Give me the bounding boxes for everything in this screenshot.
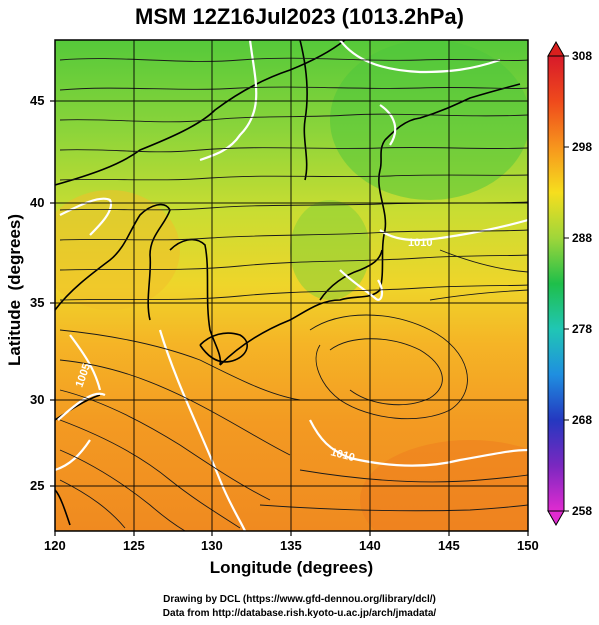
colorbar — [547, 40, 569, 527]
colorbar-label: 308 — [572, 49, 593, 63]
isobars — [55, 40, 528, 531]
x-tick-label: 125 — [123, 538, 145, 553]
x-tick-label: 130 — [201, 538, 223, 553]
x-tick-label: 120 — [44, 538, 66, 553]
map-title: MSM 12Z16Jul2023 (1013.2hPa) — [135, 4, 464, 29]
cool-region — [330, 40, 528, 200]
x-axis-label: Longitude (degrees) — [209, 558, 374, 577]
lat-lon-grid — [55, 40, 528, 531]
y-tick-label: 45 — [30, 93, 45, 108]
credit-data: Data from http://database.rish.kyoto-u.a… — [162, 608, 437, 619]
colorbar-label: 268 — [572, 413, 593, 427]
y-axis-label: Latitude (degrees) — [5, 213, 24, 367]
colorbar-top-arrow — [547, 40, 565, 57]
x-tick-label: 135 — [280, 538, 302, 553]
isobar-label: 1010 — [408, 237, 432, 249]
colorbar-label: 288 — [572, 231, 593, 245]
tick-marks — [50, 100, 529, 536]
y-tick-label: 35 — [30, 295, 45, 310]
colorbar-label: 278 — [572, 322, 593, 336]
colorbar-label: 298 — [572, 140, 593, 154]
colorbar-bottom-arrow — [547, 510, 565, 527]
credit-drawing: Drawing by DCL (https://www.gfd-dennou.o… — [163, 594, 436, 605]
y-tick-label: 25 — [30, 478, 45, 493]
x-tick-label: 150 — [517, 538, 539, 553]
y-tick-label: 30 — [30, 392, 45, 407]
colorbar-label: 258 — [572, 504, 593, 518]
colorbar-gradient — [547, 55, 565, 512]
x-tick-label: 140 — [359, 538, 381, 553]
cool-region — [290, 200, 370, 300]
x-tick-label: 145 — [438, 538, 460, 553]
y-tick-label: 40 — [30, 195, 45, 210]
